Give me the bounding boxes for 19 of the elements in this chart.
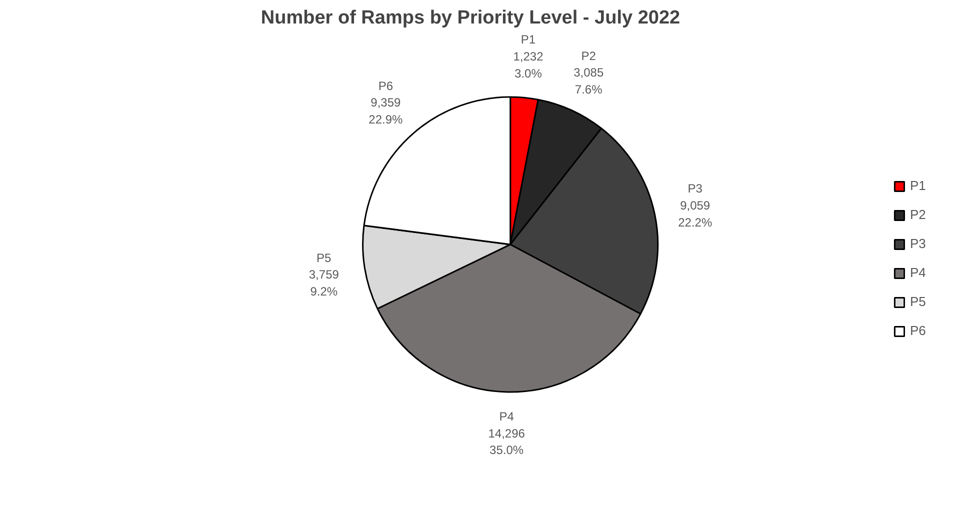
legend-label: P2 bbox=[910, 207, 927, 222]
data-label: 1,232 3.0% bbox=[513, 49, 544, 80]
slice-label: P6 bbox=[378, 78, 394, 93]
data-label: 9,059 22.2% bbox=[678, 198, 712, 230]
legend-label: P1 bbox=[910, 178, 927, 193]
data-label: 3,085 7.6% bbox=[574, 66, 604, 96]
slice-label: P2 bbox=[581, 48, 596, 63]
slice-label: P5 bbox=[316, 250, 332, 265]
data-label: 9,359 22.9% bbox=[368, 96, 404, 126]
data-label: 14,296 35.0% bbox=[488, 426, 526, 458]
data-label: 3,759 9.2% bbox=[308, 268, 340, 298]
legend-label: P4 bbox=[910, 265, 927, 280]
legend-label: P5 bbox=[910, 294, 927, 309]
legend-label: P3 bbox=[910, 236, 927, 251]
legend-label: P6 bbox=[910, 323, 927, 338]
slice-label: P4 bbox=[499, 410, 514, 424]
chart-title: Number of Ramps by Priority Level - July 2022 bbox=[260, 8, 680, 28]
slice-label: P1 bbox=[520, 32, 536, 47]
slice-label: P3 bbox=[688, 182, 703, 196]
